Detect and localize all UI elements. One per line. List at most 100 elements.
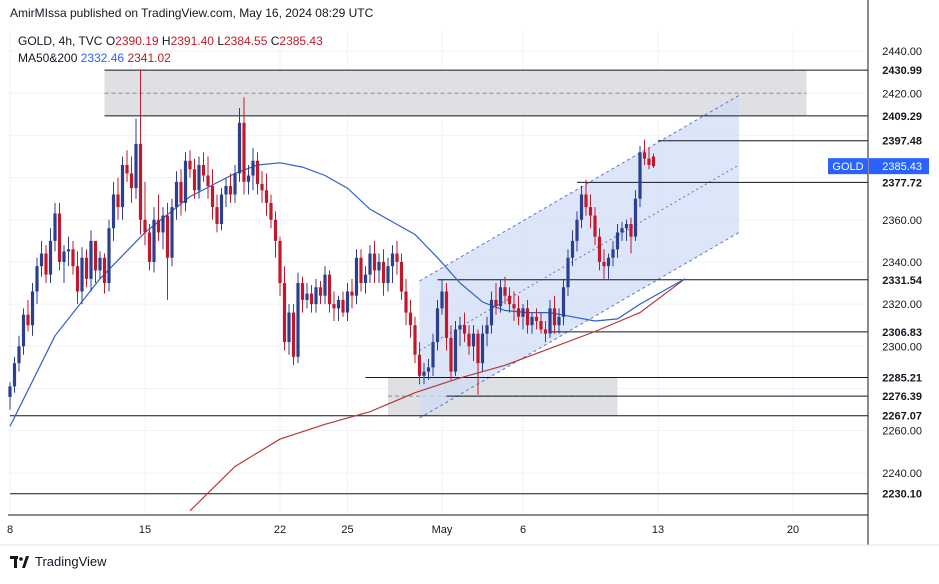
candle-body: [183, 160, 188, 203]
candle-body: [111, 194, 116, 229]
candle-body: [399, 261, 404, 292]
tradingview-brand[interactable]: TradingView: [10, 554, 107, 569]
candle: [30, 283, 35, 336]
candle: [165, 202, 170, 300]
candle-body: [584, 194, 588, 208]
candle: [368, 245, 372, 284]
candle-body: [174, 181, 179, 208]
candle: [413, 316, 417, 364]
ma200-line: [189, 278, 686, 512]
candle-body: [327, 274, 332, 305]
candle: [381, 249, 386, 296]
high-label: H: [161, 34, 171, 48]
candle-body: [201, 164, 206, 176]
candle-body: [485, 325, 489, 334]
candle: [575, 211, 579, 252]
x-tick-label: 6: [520, 524, 526, 536]
candle: [111, 181, 116, 241]
y-tick-label: 2360.00: [882, 215, 922, 227]
candle: [246, 164, 251, 195]
candle: [336, 295, 341, 321]
candle: [372, 240, 377, 284]
candle: [534, 308, 539, 330]
candle-body: [539, 321, 543, 330]
candle: [530, 312, 534, 334]
candle-body: [543, 329, 548, 334]
candle: [354, 249, 359, 305]
level-label: 2267.07: [882, 411, 922, 423]
candle-body: [30, 291, 35, 326]
low-value: 2384.55: [224, 34, 268, 48]
candle: [12, 356, 17, 393]
candle: [305, 283, 309, 309]
candle: [471, 325, 476, 362]
candle-body: [143, 219, 147, 233]
candle: [485, 316, 489, 347]
candle-body: [548, 308, 552, 334]
candle: [467, 325, 471, 355]
candle-body: [134, 143, 138, 189]
candle: [282, 266, 287, 351]
candle: [53, 202, 57, 252]
y-tick-label: 2240.00: [882, 468, 922, 480]
ma50-value: 2332.46: [80, 51, 125, 65]
candle-body: [57, 213, 62, 262]
candle: [516, 295, 521, 326]
candle: [107, 219, 111, 292]
candle-body: [219, 194, 224, 224]
candle: [206, 156, 210, 199]
candle: [219, 188, 224, 231]
candle: [71, 240, 75, 275]
candle-body: [629, 224, 633, 237]
candle-body: [125, 164, 129, 174]
candle-body: [48, 240, 53, 275]
candle: [57, 202, 62, 271]
ma50-line: [9, 162, 686, 427]
candle-body: [404, 291, 408, 313]
candle: [440, 278, 444, 315]
candle-body: [17, 346, 21, 364]
level-label: 2430.99: [882, 65, 922, 77]
candle: [332, 291, 336, 321]
candle: [89, 230, 93, 292]
candle: [26, 299, 30, 332]
candle: [152, 207, 156, 273]
candle: [422, 363, 426, 385]
candle: [620, 221, 624, 241]
candle-body: [273, 219, 278, 241]
candle: [35, 257, 39, 305]
candle: [363, 266, 368, 294]
y-tick-label: 2440.00: [882, 46, 922, 58]
candle: [233, 164, 237, 203]
candle-body: [602, 261, 606, 267]
candle-body: [615, 232, 620, 250]
candle-body: [440, 291, 444, 309]
candle-body: [314, 287, 318, 305]
candle-body: [552, 308, 557, 326]
candle-body: [206, 175, 210, 187]
level-label-bg: [869, 175, 929, 190]
close-label: C: [270, 34, 280, 48]
candle: [201, 152, 206, 182]
candle: [156, 194, 161, 241]
candle: [98, 251, 102, 279]
candle: [314, 278, 318, 313]
open-value: 2390.19: [115, 34, 159, 48]
candle-body: [8, 386, 12, 397]
candle: [75, 251, 80, 305]
candle: [548, 299, 552, 338]
last-price-symbol-bg: [828, 158, 868, 175]
candle: [21, 308, 26, 355]
candle-body: [165, 215, 170, 258]
candle-body: [647, 158, 651, 165]
level-label-bg: [869, 63, 929, 78]
candle-body: [606, 257, 611, 267]
candle: [561, 278, 566, 326]
level-label-bg: [869, 370, 929, 385]
candle: [62, 245, 66, 284]
candle-body: [557, 316, 561, 326]
x-tick-label: 20: [787, 524, 799, 536]
candle-body: [458, 325, 462, 330]
